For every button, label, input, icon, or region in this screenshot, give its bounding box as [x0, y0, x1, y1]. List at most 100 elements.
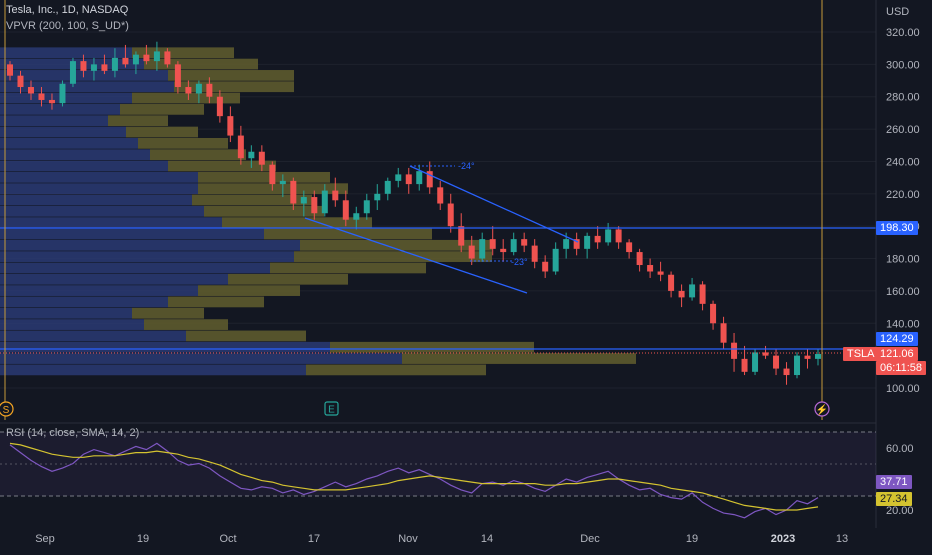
vp-down-bar [0, 137, 138, 149]
candle-body[interactable] [269, 164, 276, 185]
dividend-marker[interactable] [814, 401, 830, 417]
candle-body[interactable] [668, 274, 675, 291]
candle-body[interactable] [38, 93, 45, 100]
candle-body[interactable] [689, 284, 696, 298]
candle-body[interactable] [101, 64, 108, 71]
candle-body[interactable] [216, 96, 223, 117]
candle-body[interactable] [584, 235, 591, 249]
candle-body[interactable] [426, 171, 433, 188]
candle-body[interactable] [573, 239, 580, 249]
candle-body[interactable] [773, 355, 780, 369]
candle-body[interactable] [111, 57, 118, 71]
candle-body[interactable] [741, 358, 748, 372]
vp-down-bar [0, 81, 174, 93]
candle-body[interactable] [794, 355, 801, 376]
event-markers[interactable]: S E ⚡ [0, 401, 830, 417]
candle-body[interactable] [27, 87, 34, 94]
candle-body[interactable] [290, 180, 297, 204]
candle-body[interactable] [594, 235, 601, 243]
candle-body[interactable] [122, 57, 129, 65]
candle-body[interactable] [783, 368, 790, 376]
candle-body[interactable] [804, 355, 811, 359]
candle-body[interactable] [489, 239, 496, 249]
vp-down-bar [0, 307, 132, 319]
candle-body[interactable] [552, 248, 559, 272]
candle-body[interactable] [815, 354, 821, 359]
candle-body[interactable] [720, 323, 727, 343]
split-marker[interactable] [0, 401, 14, 417]
candles[interactable] [7, 41, 821, 385]
candle-body[interactable] [521, 239, 528, 246]
candle-body[interactable] [500, 248, 507, 253]
rsi-value-tag: 37.71 [876, 475, 912, 489]
candle-body[interactable] [164, 51, 171, 65]
candle-body[interactable] [237, 135, 244, 159]
candle-body[interactable] [636, 252, 643, 266]
vp-up-bar [144, 58, 258, 70]
candle-body[interactable] [510, 239, 517, 253]
candle-body[interactable] [353, 213, 360, 220]
candle-body[interactable] [405, 174, 412, 185]
candle-body[interactable] [279, 180, 286, 185]
last-price-tag: 121.06 [876, 347, 918, 361]
candle-body[interactable] [59, 83, 66, 104]
candle-body[interactable] [363, 200, 370, 214]
candle-body[interactable] [90, 64, 97, 71]
time-tick-label: Oct [219, 533, 236, 545]
trendline-lower[interactable] [304, 217, 528, 294]
candle-body[interactable] [153, 51, 160, 62]
candle-body[interactable] [542, 261, 549, 272]
candle-body[interactable] [678, 290, 685, 298]
candle-body[interactable] [479, 239, 486, 259]
candle-body[interactable] [321, 190, 328, 214]
symbol-legend[interactable]: Tesla, Inc., 1D, NASDAQ [6, 4, 129, 16]
candle-body[interactable] [731, 342, 738, 359]
candle-body[interactable] [258, 151, 265, 165]
rsi-pane[interactable] [0, 431, 876, 519]
candle-body[interactable] [17, 75, 24, 88]
candle-body[interactable] [458, 226, 465, 246]
candle-body[interactable] [563, 239, 570, 249]
candle-body[interactable] [752, 352, 759, 372]
candle-body[interactable] [311, 197, 318, 214]
drawing-tools[interactable]: -24° -23° [0, 161, 876, 354]
candle-body[interactable] [468, 245, 475, 259]
candle-body[interactable] [174, 64, 181, 88]
candle-body[interactable] [615, 229, 622, 243]
candle-body[interactable] [374, 193, 381, 201]
rsi-legend[interactable]: RSI (14, close, SMA, 14, 2) [6, 427, 140, 439]
candle-body[interactable] [69, 61, 76, 84]
candle-body[interactable] [300, 197, 307, 204]
candle-body[interactable] [206, 83, 213, 97]
candle-body[interactable] [384, 180, 391, 194]
candle-body[interactable] [7, 64, 13, 76]
candle-body[interactable] [195, 83, 202, 94]
candle-body[interactable] [657, 271, 664, 275]
candle-body[interactable] [342, 200, 349, 220]
candle-body[interactable] [699, 284, 706, 304]
vp-down-bar [0, 330, 186, 342]
candle-body[interactable] [762, 352, 769, 356]
candle-body[interactable] [248, 151, 255, 159]
candle-body[interactable] [185, 87, 192, 94]
candle-body[interactable] [647, 265, 654, 272]
candle-body[interactable] [531, 245, 538, 262]
candle-body[interactable] [437, 187, 444, 204]
earnings-marker[interactable] [324, 401, 339, 416]
candle-body[interactable] [626, 242, 633, 253]
candle-body[interactable] [416, 171, 423, 185]
candle-body[interactable] [132, 54, 139, 65]
candle-body[interactable] [447, 203, 454, 227]
time-axis[interactable]: Sep 19 Oct 17 Nov 14 Dec 19 2023 13 [35, 533, 848, 545]
candle-body[interactable] [143, 54, 150, 62]
trendline-upper[interactable] [409, 165, 579, 243]
vpvr-legend[interactable]: VPVR (200, 100, S_UD*) [6, 20, 129, 32]
candle-body[interactable] [48, 99, 55, 104]
candle-body[interactable] [332, 190, 339, 201]
candle-body[interactable] [395, 174, 402, 181]
candle-body[interactable] [80, 61, 87, 71]
candle-body[interactable] [227, 116, 234, 136]
candle-body[interactable] [605, 229, 612, 243]
candle-body[interactable] [710, 303, 717, 324]
